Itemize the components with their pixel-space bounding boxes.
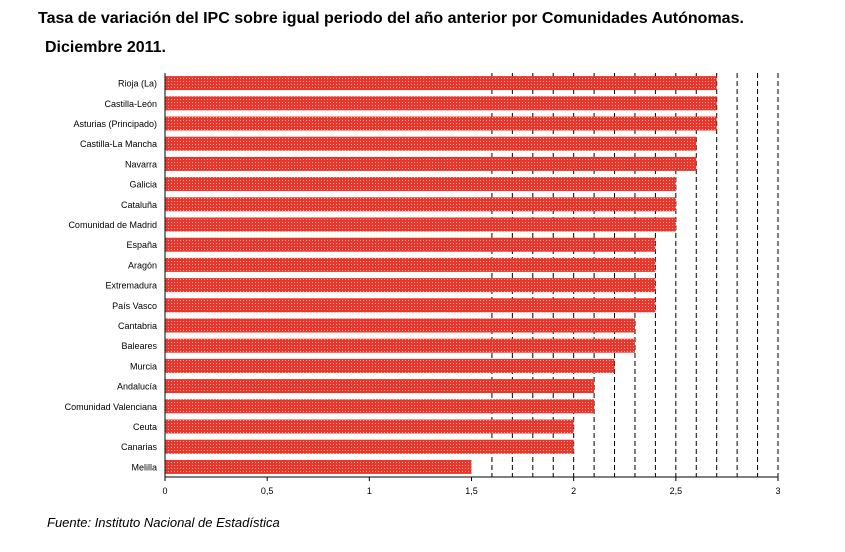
- bar-4: [165, 156, 697, 171]
- category-label: Ceuta: [133, 422, 157, 432]
- bar-6: [165, 197, 676, 212]
- x-tick-label: 1,5: [465, 486, 478, 496]
- category-label: Aragón: [128, 260, 157, 270]
- category-label: Murcia: [130, 361, 157, 371]
- chart-title-line2: Diciembre 2011.: [45, 39, 166, 56]
- category-label: Extremadura: [105, 281, 157, 291]
- category-label: Comunidad de Madrid: [68, 220, 157, 230]
- category-label: Andalucía: [117, 382, 157, 392]
- category-label: Galicia: [129, 180, 157, 190]
- bar-7: [165, 217, 676, 232]
- category-label: Cataluña: [121, 200, 157, 210]
- category-label: Asturias (Principado): [73, 119, 157, 129]
- bar-3: [165, 136, 697, 151]
- category-label: Rioja (La): [118, 79, 157, 89]
- bar-16: [165, 399, 595, 414]
- bar-8: [165, 237, 656, 252]
- x-tick-label: 1: [367, 486, 372, 496]
- category-label: Canarias: [121, 442, 158, 452]
- bar-1: [165, 96, 717, 111]
- category-label: Castilla-León: [104, 99, 157, 109]
- category-label: España: [126, 240, 157, 250]
- category-label: Castilla-La Mancha: [80, 139, 157, 149]
- bar-0: [165, 76, 717, 91]
- category-label: Cantabria: [118, 321, 157, 331]
- x-tick-label: 2,5: [670, 486, 683, 496]
- source-note: Fuente: Instituto Nacional de Estadístic…: [47, 515, 280, 530]
- bar-11: [165, 298, 656, 313]
- chart-title-line1: Tasa de variación del IPC sobre igual pe…: [38, 10, 744, 27]
- bar-14: [165, 358, 615, 373]
- bar-12: [165, 318, 635, 333]
- bar-15: [165, 379, 595, 394]
- category-label: Navarra: [125, 159, 157, 169]
- bar-2: [165, 116, 717, 131]
- category-label: Melilla: [131, 462, 157, 472]
- bar-17: [165, 419, 574, 434]
- bar-19: [165, 459, 472, 474]
- bar-18: [165, 439, 574, 454]
- category-label: Baleares: [121, 341, 157, 351]
- x-tick-label: 0: [162, 486, 167, 496]
- bar-5: [165, 177, 676, 192]
- category-label: País Vasco: [112, 301, 157, 311]
- bar-10: [165, 278, 656, 293]
- x-tick-label: 3: [775, 486, 780, 496]
- category-label: Comunidad Valenciana: [65, 402, 157, 412]
- bar-13: [165, 338, 635, 353]
- bar-9: [165, 257, 656, 272]
- x-tick-label: 2: [571, 486, 576, 496]
- plot-area: Rioja (La) Castilla-León Asturias (Princip…: [65, 73, 781, 496]
- x-tick-label: 0,5: [261, 486, 274, 496]
